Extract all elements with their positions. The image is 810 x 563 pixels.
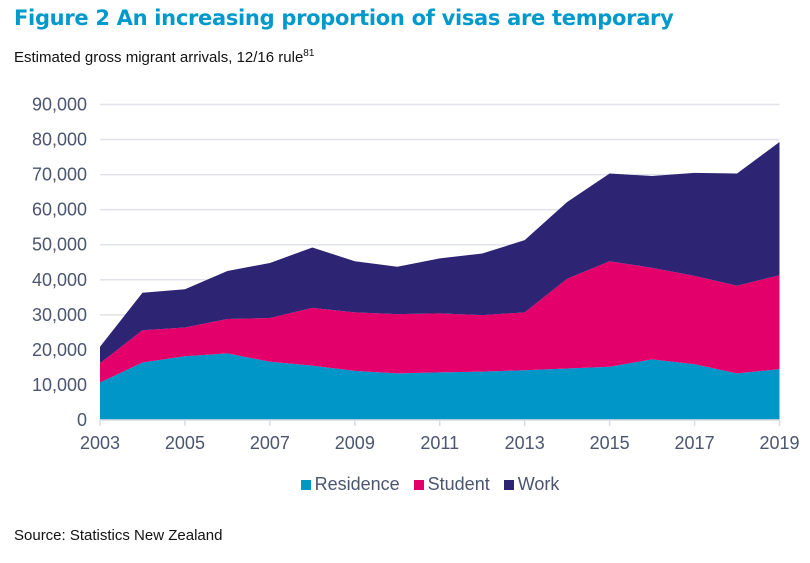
x-tick-label: 2015 [590,433,630,453]
x-tick-label: 2007 [250,433,290,453]
legend-item-residence: Residence [300,474,400,495]
source-note: Source: Statistics New Zealand [14,527,223,544]
footnote-ref: 81 [303,48,315,59]
x-tick-label: 2003 [80,433,120,453]
y-tick-label: 0 [77,410,87,430]
legend-item-student: Student [413,474,490,495]
figure-title: Figure 2 An increasing proportion of vis… [14,6,674,30]
y-tick-label: 40,000 [32,270,87,290]
legend-swatch [413,479,424,490]
x-tick-label: 2009 [335,433,375,453]
stacked-areas [100,142,780,420]
x-tick-label: 2017 [675,433,715,453]
area-residence [100,353,780,420]
legend-label: Residence [314,474,400,494]
y-tick-label: 30,000 [32,305,87,325]
x-tick-label: 2019 [759,433,799,453]
y-axis: 0 10,000 20,000 30,000 40,000 50,000 60,000 70,… [32,95,87,431]
x-tick-label: 2005 [165,433,205,453]
y-tick-label: 50,000 [32,235,87,255]
subtitle-text: Estimated gross migrant arrivals, 12/16 … [14,49,304,66]
legend-swatch [503,479,514,490]
legend-swatch [300,479,311,490]
legend: Residence Student Work [0,474,810,495]
figure-subtitle: Estimated gross migrant arrivals, 12/16 … [14,48,314,66]
legend-label: Work [517,474,560,494]
y-tick-label: 90,000 [32,95,87,115]
y-tick-label: 80,000 [32,130,87,150]
legend-item-work: Work [503,474,560,495]
x-axis: 2003 2005 2007 2009 2011 2013 2015 2017 2019 [80,419,800,453]
area-chart: 2003 2005 2007 2009 2011 2013 2015 2017 2019 0 10… [32,95,800,454]
y-tick-label: 70,000 [32,165,87,185]
x-tick-label: 2011 [420,433,459,453]
area-work [100,142,780,364]
y-tick-label: 60,000 [32,200,87,220]
area-student [100,261,780,383]
y-tick-label: 10,000 [32,375,87,395]
legend-label: Student [427,474,490,494]
x-tick-label: 2013 [505,433,545,453]
y-tick-label: 20,000 [32,340,87,360]
